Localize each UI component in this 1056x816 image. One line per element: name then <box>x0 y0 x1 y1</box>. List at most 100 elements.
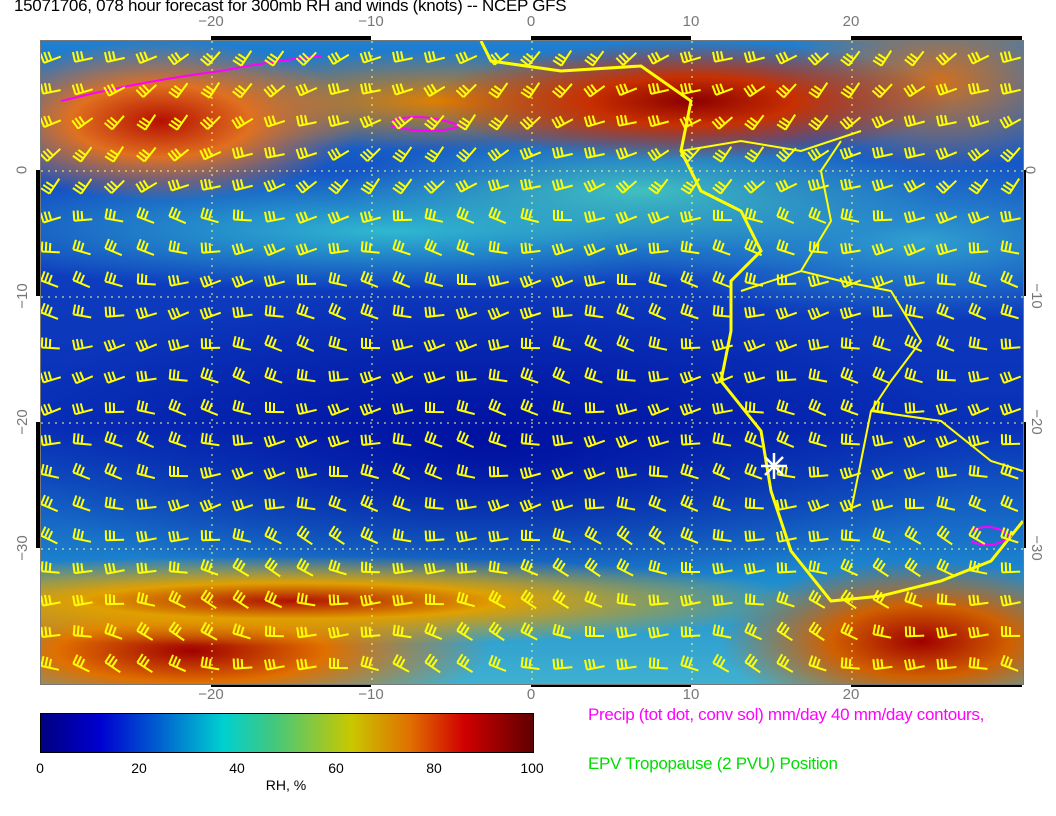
wind-barb <box>72 338 93 351</box>
wind-barb <box>519 147 542 161</box>
wind-barb <box>519 275 542 289</box>
wind-barb <box>136 591 156 607</box>
wind-barb <box>296 525 313 546</box>
wind-barb <box>104 594 125 606</box>
axis-frame-bar <box>531 683 691 687</box>
wind-barb <box>903 211 925 224</box>
wind-barb <box>232 589 249 610</box>
wind-barb <box>1000 178 1021 195</box>
wind-barb <box>232 527 252 543</box>
wind-barb <box>936 273 956 286</box>
wind-barb <box>456 370 477 382</box>
wind-barb <box>840 433 860 446</box>
wind-barb <box>903 115 925 128</box>
wind-barb <box>744 497 764 510</box>
wind-barb <box>359 115 382 129</box>
wind-barb <box>168 274 189 287</box>
wind-barb <box>647 115 669 128</box>
wind-barb <box>936 369 956 382</box>
wind-barb <box>680 270 699 289</box>
wind-barb <box>520 656 540 670</box>
map-title: 15071706, 078 hour forecast for 300mb RH… <box>14 0 567 15</box>
wind-barb <box>488 530 509 543</box>
wind-barb <box>679 51 702 64</box>
wind-barb <box>360 561 380 574</box>
wind-barb <box>967 403 990 417</box>
wind-barb <box>360 626 381 638</box>
wind-barb <box>104 496 124 511</box>
wind-barb <box>392 146 413 163</box>
wind-barb <box>104 622 123 640</box>
wind-barb <box>872 589 890 609</box>
axis-frame-bar <box>36 422 40 548</box>
wind-barb <box>104 431 123 448</box>
wind-barb <box>904 402 925 414</box>
wind-barb <box>551 147 573 159</box>
wind-barb <box>744 146 765 163</box>
wind-barb <box>135 307 158 320</box>
rh-wind-map[interactable] <box>40 40 1024 685</box>
wind-barb <box>327 147 350 161</box>
wind-barb <box>41 82 61 95</box>
wind-barb <box>295 435 318 449</box>
wind-barb <box>839 116 862 130</box>
wind-barb <box>232 50 253 67</box>
wind-barb <box>488 206 507 225</box>
wind-barb <box>999 403 1022 416</box>
wind-barb <box>136 621 154 641</box>
wind-barb <box>296 114 317 127</box>
wind-barb <box>328 178 349 195</box>
wind-barb <box>360 303 379 320</box>
wind-barb <box>167 499 190 512</box>
wind-barb <box>935 211 958 225</box>
wind-barb <box>743 51 765 64</box>
wind-barb <box>328 335 348 352</box>
wind-barb <box>680 463 699 480</box>
wind-barb <box>680 303 699 320</box>
lat-lon-gridlines <box>41 41 1023 684</box>
wind-barb <box>263 115 286 128</box>
wind-barb <box>936 495 956 511</box>
wind-barb <box>424 562 445 575</box>
wind-barb <box>168 82 189 99</box>
wind-barb <box>328 525 345 546</box>
wind-barb <box>231 499 254 512</box>
wind-barb <box>808 560 828 575</box>
wind-barb <box>520 242 541 254</box>
wind-barb <box>488 466 509 478</box>
wind-barb <box>103 83 126 97</box>
wind-barb <box>936 466 957 479</box>
wind-barb <box>392 210 413 222</box>
wind-barb <box>200 589 217 610</box>
wind-barb <box>455 83 477 98</box>
wind-barb <box>488 431 507 448</box>
wind-barb <box>744 238 763 257</box>
wind-barb <box>583 211 605 223</box>
wind-barb <box>359 403 382 416</box>
wind-barb <box>423 83 446 97</box>
wind-barb <box>296 592 316 607</box>
wind-barb <box>231 467 254 481</box>
wind-barb <box>712 495 731 512</box>
wind-barb <box>648 465 668 478</box>
wind-barb <box>520 50 541 67</box>
wind-barb <box>263 435 286 448</box>
wind-barb <box>41 302 59 320</box>
wind-barb <box>807 307 830 321</box>
wind-barb <box>680 494 699 513</box>
wind-barb <box>1000 270 1019 289</box>
wind-barb <box>200 207 219 224</box>
wind-barb <box>744 114 765 131</box>
wind-barb <box>520 367 539 384</box>
wind-barb <box>808 398 827 417</box>
wind-barb <box>583 467 606 480</box>
wind-barb <box>232 434 253 446</box>
wind-barb <box>231 243 254 256</box>
wind-barb <box>328 559 347 576</box>
wind-barb <box>392 495 411 512</box>
wind-barb <box>455 147 477 163</box>
wind-barb <box>681 562 700 573</box>
wind-barb <box>743 180 766 194</box>
wind-barb <box>199 467 221 479</box>
wind-barb <box>648 626 669 639</box>
